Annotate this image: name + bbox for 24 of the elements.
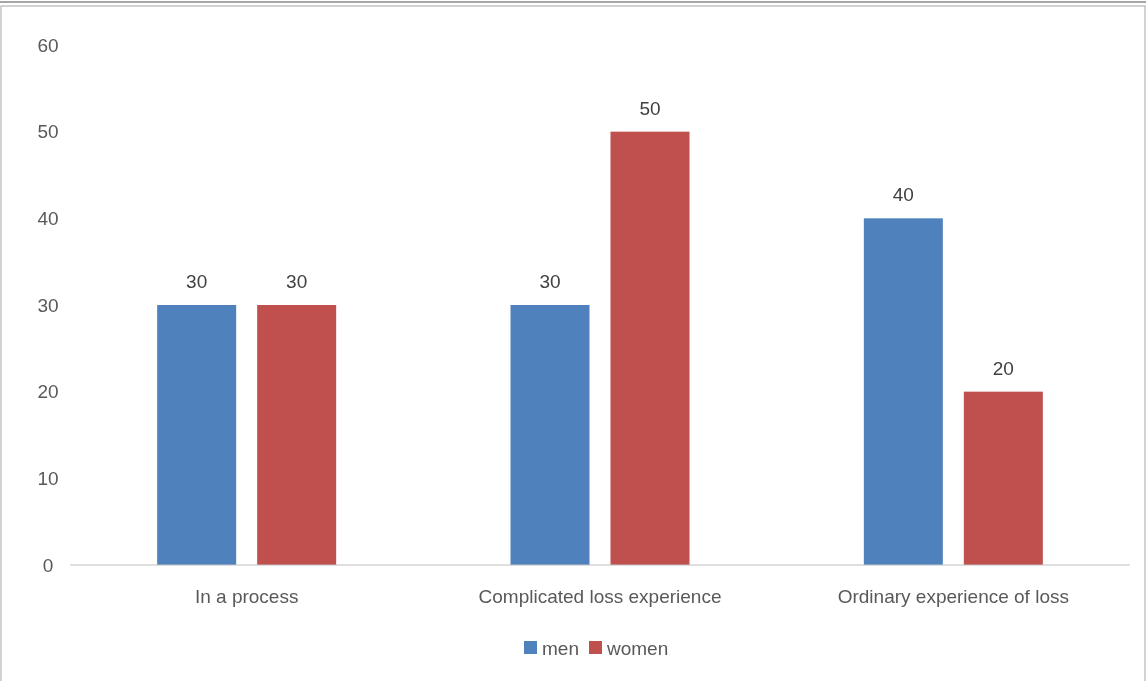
x-tick-label: In a process — [194, 586, 299, 607]
y-tick-label: 20 — [37, 381, 59, 403]
data-label: 30 — [286, 271, 308, 292]
y-tick-label: 40 — [37, 207, 59, 229]
x-tick-label: Complicated loss experience — [478, 586, 722, 607]
y-tick-label: 10 — [37, 467, 59, 489]
bar — [257, 305, 337, 565]
x-tick-label: Ordinary experience of loss — [837, 586, 1069, 607]
bar — [963, 391, 1043, 565]
y-tick-label: 60 — [37, 34, 59, 56]
data-label: 40 — [892, 184, 914, 206]
y-tick-label: 0 — [42, 554, 54, 576]
y-tick-label: 50 — [37, 121, 59, 143]
data-label: 30 — [186, 271, 208, 292]
bar — [863, 218, 943, 565]
data-label: 50 — [639, 97, 661, 119]
legend-label: men — [542, 637, 579, 659]
data-label: 30 — [539, 271, 561, 292]
bar — [510, 305, 590, 565]
data-label: 20 — [992, 357, 1014, 379]
y-tick-label: 30 — [37, 294, 59, 316]
bar — [157, 305, 237, 565]
bar — [610, 131, 690, 565]
legend-label: women — [606, 637, 669, 659]
